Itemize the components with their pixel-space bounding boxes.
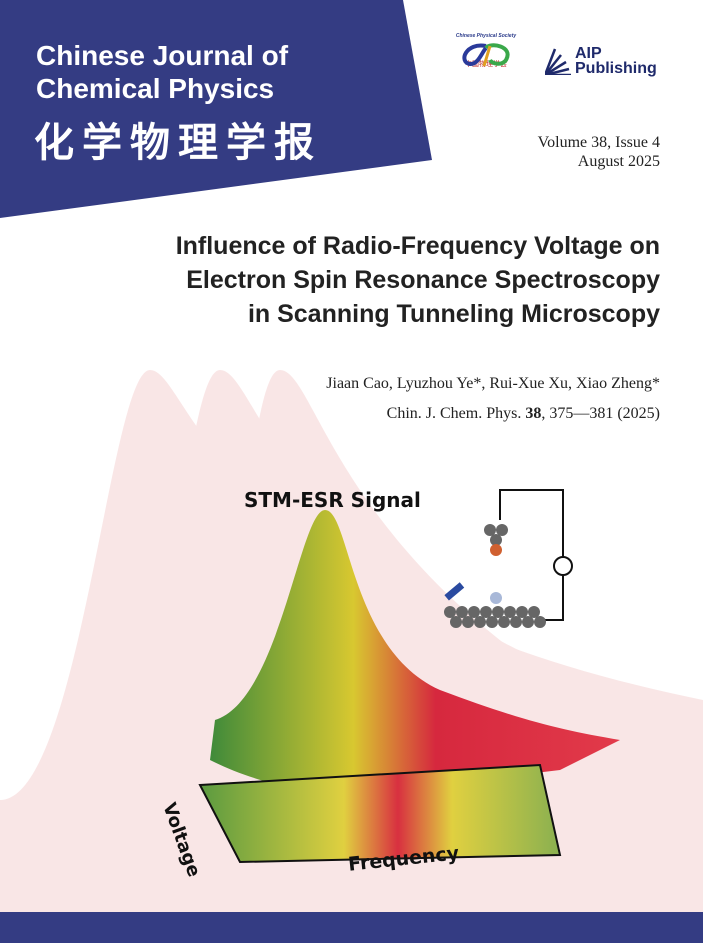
footer-bar	[0, 912, 703, 943]
citation-journal: Chin. J. Chem. Phys.	[386, 405, 522, 422]
cps-name: Chinese Physical Society	[455, 33, 517, 39]
aip-line1: AIP	[575, 45, 602, 62]
journal-title-line2: Chemical Physics	[36, 73, 275, 104]
aip-line2: Publishing	[575, 60, 657, 77]
issue-date: August 2025	[577, 153, 660, 170]
signal-surface	[210, 510, 620, 791]
signal-label: STM-ESR Signal	[244, 488, 421, 512]
aip-publishing-logo: AIP Publishing	[545, 45, 657, 77]
journal-title-line1: Chinese Journal of	[36, 40, 289, 71]
cps-logo: Chinese Physical Society 中国物理学会	[455, 33, 517, 69]
volume-issue: Volume 38, Issue 4	[537, 134, 660, 151]
citation-pages: , 375—381 (2025)	[541, 405, 660, 422]
journal-title-chinese: 化学物理学报	[34, 119, 322, 166]
journal-banner	[0, 0, 432, 218]
aip-rays-icon	[545, 48, 571, 75]
stm-circuit	[499, 489, 573, 621]
article-citation: Chin. J. Chem. Phys. 38, 375—381 (2025)	[387, 405, 660, 423]
cps-emblem-icon	[462, 43, 510, 67]
magnet-icon	[444, 582, 465, 601]
citation-volume: 38	[525, 405, 542, 422]
voltage-frequency-map	[198, 763, 562, 864]
article-title: Influence of Radio-Frequency Voltage on …	[175, 232, 660, 328]
article-authors: Jiaan Cao, Lyuzhou Ye*, Rui-Xue Xu, Xiao…	[326, 375, 660, 392]
cover-illustration	[0, 370, 703, 912]
atoms	[444, 524, 546, 628]
